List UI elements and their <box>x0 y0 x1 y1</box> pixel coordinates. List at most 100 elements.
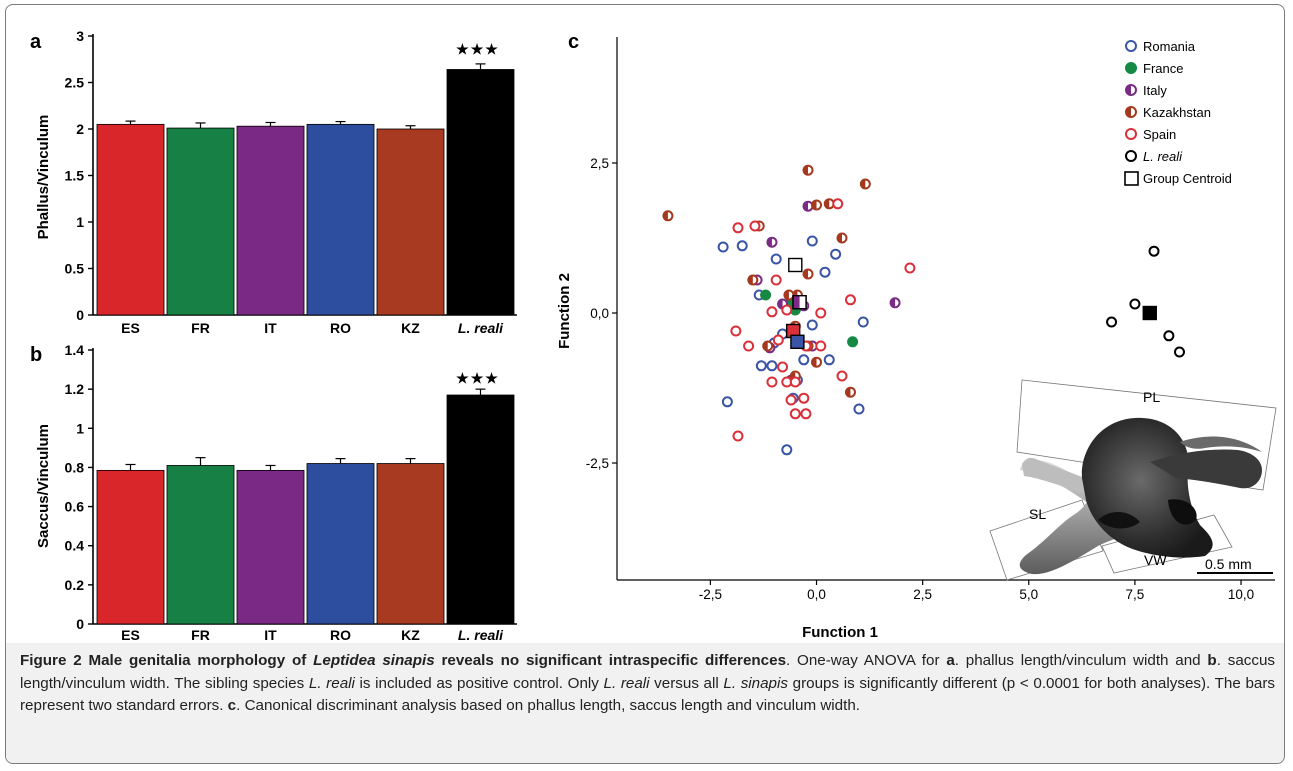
point-spain <box>770 274 782 286</box>
point-group-centroid <box>1142 305 1157 321</box>
bar-fr <box>166 127 235 316</box>
legend-label-italy: Italy <box>1143 83 1167 98</box>
caption-title-species: Leptidea sinapis <box>313 652 435 669</box>
caption-title: Figure 2 Male genitalia morphology of Le… <box>20 652 786 669</box>
y-tick-label: 2,5 <box>590 156 609 171</box>
point-romania <box>766 360 778 372</box>
y-tick-label: 0,0 <box>590 306 609 321</box>
bar-it <box>236 125 305 316</box>
caption-text: versus all <box>649 674 724 692</box>
y-tick-label: 0 <box>76 307 84 323</box>
point-kazakhstan-half <box>662 210 668 221</box>
point-l--reali <box>1148 245 1160 257</box>
y-tick-label: 2 <box>76 121 84 137</box>
point-kazakhstan-half <box>836 233 842 243</box>
point-l--reali <box>1173 346 1185 358</box>
point-spain <box>743 340 755 352</box>
category-label: KZ <box>401 627 420 643</box>
point-spain <box>732 222 744 234</box>
vinculum-right-dark <box>1168 499 1197 525</box>
x-tick-label: 7,5 <box>1126 587 1145 602</box>
point-spain <box>904 262 916 274</box>
inset-label-sl: SL <box>1029 506 1046 522</box>
legend-marker-france <box>1125 62 1137 74</box>
x-tick-label: 10,0 <box>1228 587 1254 602</box>
category-label: IT <box>264 320 277 336</box>
point-spain <box>800 408 812 420</box>
saccus-upper-lobe <box>1022 457 1090 494</box>
y-tick-label: 3 <box>76 28 84 44</box>
point-spain <box>766 306 778 318</box>
point-romania <box>806 319 818 331</box>
point-spain <box>832 198 844 210</box>
category-label: RO <box>330 320 351 336</box>
x-tick-label: 0,0 <box>807 587 826 602</box>
category-label: L. reali <box>458 627 504 643</box>
legend-marker-l--reali <box>1125 150 1137 162</box>
point-romania <box>721 396 733 408</box>
point-group-centroid <box>788 257 803 273</box>
caption-text: is included as positive control. Only <box>354 674 604 692</box>
legend-marker-spain <box>1125 128 1137 140</box>
category-label: FR <box>191 320 210 336</box>
x-tick-label: -2,5 <box>699 587 722 602</box>
point-kazakhstan-half <box>860 179 866 189</box>
phallus-upper-ridge <box>1180 436 1262 452</box>
figure-caption: Figure 2 Male genitalia morphology of Le… <box>20 650 1275 718</box>
point-romania <box>830 248 842 260</box>
point-spain <box>789 376 801 388</box>
point-spain <box>798 392 810 404</box>
legend-label-romania: Romania <box>1143 39 1196 54</box>
caption-title-suffix: reveals no significant intraspecific dif… <box>434 652 787 669</box>
y-tick-label: 0.2 <box>65 577 85 593</box>
category-label: L. reali <box>458 320 504 336</box>
phallus-tip <box>1150 449 1262 489</box>
bar-lreali <box>446 69 515 316</box>
point-spain <box>815 340 827 352</box>
caption-species: L. reali <box>308 674 355 692</box>
bar-lreali <box>446 394 515 625</box>
y-axis-title-c: Function 2 <box>556 273 573 349</box>
point-romania <box>823 354 835 366</box>
legend-marker-romania <box>1125 40 1137 52</box>
y-tick-label: 1 <box>76 214 84 230</box>
point-italy-half <box>777 299 783 309</box>
legend-marker-italy-half <box>1125 84 1131 96</box>
y-tick-label: 0 <box>76 616 84 632</box>
point-italy-half <box>766 237 772 248</box>
y-tick-label: 1.4 <box>65 342 85 358</box>
sl-bounding-box <box>989 499 1104 581</box>
point-group-centroid-half <box>793 295 800 309</box>
point-l--reali <box>1129 298 1141 310</box>
caption-species: L. reali <box>603 674 650 692</box>
caption-text: . saccus length/vinculum width. The sibl… <box>20 652 1275 692</box>
caption-title-prefix: Figure 2 Male genitalia morphology of <box>20 652 314 669</box>
y-tick-label: 1 <box>76 420 84 436</box>
panel-label-a: a <box>30 31 42 53</box>
legend-label-kazakhstan: Kazakhstan <box>1143 105 1211 120</box>
bar-kz <box>376 463 445 625</box>
inset-label-vw: VW <box>1144 552 1167 568</box>
point-france <box>847 336 859 348</box>
y-tick-label: 2.5 <box>65 75 85 91</box>
panel-label-b: b <box>30 344 42 366</box>
category-label: ES <box>121 627 140 643</box>
point-romania <box>853 403 865 415</box>
y-axis-title-b: Saccus/Vinculum <box>35 424 52 548</box>
point-romania <box>755 360 767 372</box>
category-label: RO <box>330 627 351 643</box>
point-spain <box>732 430 744 442</box>
point-romania <box>736 240 748 252</box>
point-spain <box>785 394 797 406</box>
point-spain <box>815 307 827 319</box>
point-spain <box>772 334 784 346</box>
bar-ro <box>306 463 375 625</box>
caption-text: . phallus length/vinculum width and <box>954 652 1208 669</box>
point-kazakhstan-half <box>783 290 789 300</box>
y-tick-label: 0.5 <box>65 261 85 277</box>
caption-background <box>6 643 1284 763</box>
category-label: ES <box>121 320 140 336</box>
point-romania <box>798 354 810 366</box>
caption-text: . Canonical discriminant analysis based … <box>236 697 861 714</box>
